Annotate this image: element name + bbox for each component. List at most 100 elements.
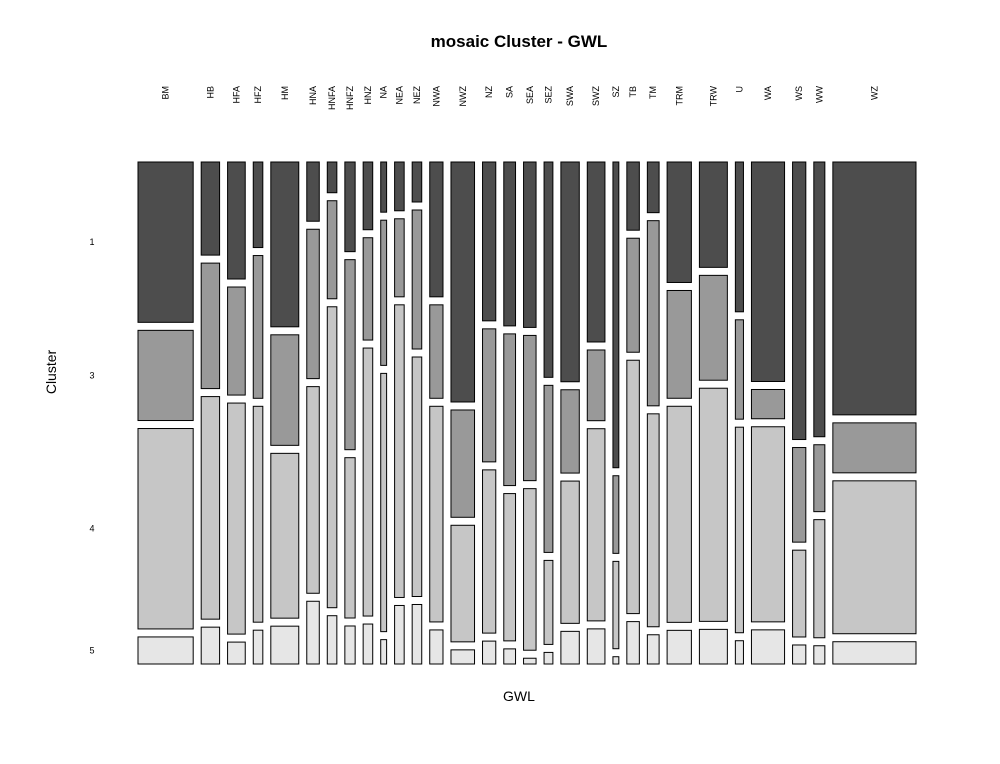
mosaic-cell-wa-3 <box>750 388 786 420</box>
mosaic-cell-sz-1 <box>612 161 620 469</box>
mosaic-cell-ws-1 <box>792 161 807 441</box>
mosaic-cell-hnz-1 <box>362 161 374 231</box>
mosaic-cell-hm-3 <box>270 334 300 446</box>
mosaic-cell-sea-3 <box>523 334 537 482</box>
mosaic-cell-nez-1 <box>411 161 423 203</box>
mosaic-cell-hfa-4 <box>227 402 246 635</box>
mosaic-cell-hna-1 <box>306 161 320 222</box>
x-tick-ww: WW <box>814 86 824 103</box>
mosaic-cell-hfz-4 <box>252 405 264 623</box>
mosaic-cell-hm-1 <box>270 161 300 328</box>
mosaic-cell-sez-4 <box>543 559 554 645</box>
mosaic-cell-nz-4 <box>482 469 497 634</box>
mosaic-cell-wa-5 <box>750 629 786 665</box>
mosaic-cell-tm-3 <box>646 220 660 407</box>
mosaic-cell-ws-4 <box>792 549 807 638</box>
x-tick-tb: TB <box>628 86 638 98</box>
mosaic-cell-u-1 <box>734 161 744 313</box>
mosaic-cell-sa-3 <box>503 333 517 487</box>
x-tick-nz: NZ <box>484 86 494 98</box>
mosaic-cell-hb-5 <box>200 626 221 665</box>
mosaic-cell-trw-4 <box>698 387 728 622</box>
mosaic-cell-hfz-1 <box>252 161 264 249</box>
mosaic-cell-tb-5 <box>626 621 640 665</box>
x-tick-hfz: HFZ <box>253 86 263 104</box>
y-tick-1: 1 <box>89 237 94 247</box>
mosaic-cell-sz-5 <box>612 656 620 665</box>
x-tick-nwa: NWA <box>431 86 441 107</box>
mosaic-cell-u-3 <box>734 319 744 420</box>
mosaic-cell-nz-1 <box>482 161 497 322</box>
mosaic-cell-na-4 <box>380 372 388 633</box>
mosaic-cell-sz-4 <box>612 560 620 650</box>
mosaic-cell-sa-1 <box>503 161 517 327</box>
mosaic-cell-nz-5 <box>482 640 497 665</box>
mosaic-cell-ws-3 <box>792 447 807 543</box>
mosaic-cell-sez-1 <box>543 161 554 378</box>
mosaic-cell-sez-5 <box>543 651 554 665</box>
mosaic-cell-nwa-4 <box>429 405 444 623</box>
mosaic-cell-tb-1 <box>626 161 640 231</box>
y-axis-title: Cluster <box>43 349 59 394</box>
mosaic-cell-ww-1 <box>813 161 826 438</box>
mosaic-cell-u-5 <box>734 640 744 665</box>
mosaic-cell-bm-5 <box>137 636 194 665</box>
x-tick-swa: SWA <box>565 86 575 106</box>
mosaic-cell-nez-3 <box>411 209 423 350</box>
mosaic-cell-hnz-5 <box>362 623 374 665</box>
x-tick-bm: BM <box>161 86 171 100</box>
mosaic-cell-ww-3 <box>813 444 826 513</box>
mosaic-cell-swa-5 <box>560 630 580 665</box>
chart-title: mosaic Cluster - GWL <box>431 32 608 51</box>
mosaic-cell-hfa-3 <box>227 286 246 396</box>
mosaic-cell-hm-4 <box>270 452 300 619</box>
mosaic-cell-hnfa-3 <box>326 200 338 300</box>
x-tick-sa: SA <box>505 86 515 98</box>
mosaic-cell-sea-5 <box>523 657 537 665</box>
x-tick-u: U <box>734 86 744 93</box>
mosaic-cell-nwz-3 <box>450 409 476 518</box>
mosaic-cell-tb-4 <box>626 359 640 615</box>
mosaic-cell-swz-3 <box>586 349 606 422</box>
x-tick-hm: HM <box>280 86 290 100</box>
y-tick-4: 4 <box>89 524 94 534</box>
mosaic-cell-hnfa-4 <box>326 306 338 609</box>
x-tick-ws: WS <box>794 86 804 101</box>
mosaic-cell-hfz-5 <box>252 629 264 665</box>
mosaic-cell-bm-1 <box>137 161 194 323</box>
mosaic-cell-wa-4 <box>750 426 786 623</box>
mosaic-cell-trm-5 <box>666 629 692 665</box>
mosaic-cell-trm-1 <box>666 161 692 283</box>
mosaic-cell-wz-3 <box>832 422 917 474</box>
mosaic-cell-na-1 <box>380 161 388 213</box>
x-tick-sez: SEZ <box>543 86 553 104</box>
mosaic-cell-trw-5 <box>698 628 728 665</box>
mosaic-cell-hb-1 <box>200 161 221 256</box>
x-axis-title: GWL <box>503 688 535 704</box>
mosaic-cell-trw-1 <box>698 161 728 268</box>
mosaic-cell-u-4 <box>734 426 744 634</box>
mosaic-cell-hnfz-1 <box>344 161 356 253</box>
x-tick-nea: NEA <box>394 86 404 105</box>
mosaic-cell-ws-5 <box>792 644 807 665</box>
mosaic-cell-swa-4 <box>560 480 580 624</box>
mosaic-cell-hnfa-5 <box>326 615 338 665</box>
mosaic-cell-sez-3 <box>543 384 554 553</box>
mosaic-cell-wz-5 <box>832 641 917 665</box>
mosaic-cell-nz-3 <box>482 328 497 463</box>
x-tick-hnz: HNZ <box>363 86 373 105</box>
mosaic-cell-hb-3 <box>200 262 221 390</box>
x-tick-hna: HNA <box>308 86 318 105</box>
mosaic-cell-tm-1 <box>646 161 660 214</box>
mosaic-cell-swz-5 <box>586 628 606 665</box>
mosaic-cell-wz-1 <box>832 161 917 416</box>
x-tick-nez: NEZ <box>412 85 422 104</box>
mosaic-cell-hnfz-4 <box>344 457 356 619</box>
mosaic-cell-ww-5 <box>813 645 826 665</box>
mosaic-cell-trm-4 <box>666 405 692 623</box>
x-tick-hnfa: HNFA <box>327 86 337 110</box>
mosaic-cell-hnfz-3 <box>344 259 356 451</box>
mosaic-cell-hb-4 <box>200 396 221 620</box>
mosaic-cell-nea-1 <box>394 161 405 212</box>
